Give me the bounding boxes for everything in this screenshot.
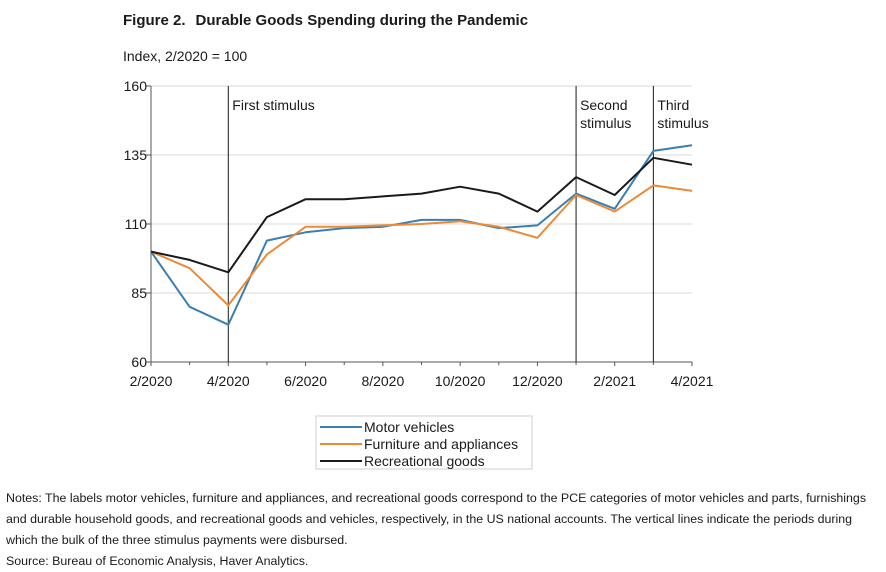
stimulus-label: Third [657,97,689,113]
y-tick-label: 60 [131,354,147,370]
x-tick-label: 2/2021 [593,373,636,389]
stimulus-label: Second [580,97,627,113]
x-tick-label: 4/2020 [207,373,250,389]
series-line [150,184,693,307]
y-tick-label: 160 [124,78,148,94]
notes-text: Notes: The labels motor vehicles, furnit… [6,491,867,547]
stimulus-label: stimulus [580,115,631,131]
x-tick-label: 12/2020 [512,373,563,389]
figure-title: Figure 2. Durable Goods Spending during t… [123,12,528,29]
y-tick-label: 135 [124,147,148,163]
x-tick-label: 8/2020 [361,373,404,389]
line-chart: 60 85 110 135 160 2/2020 4/2020 6/2020 8/2020 10/… [124,78,714,470]
figure-title-text: Durable Goods Spending during the Pandem… [195,12,529,29]
y-axis-label: Index, 2/2020 = 100 [123,48,248,64]
stimulus-label: First stimulus [232,97,314,113]
legend-label: Furniture and appliances [364,436,518,452]
x-tick-label: 6/2020 [284,373,327,389]
stimulus-label: stimulus [657,115,708,131]
y-tick-label: 110 [125,216,148,232]
source-text: Source: Bureau of Economic Analysis, Hav… [6,554,309,568]
figure-notes: Notes: The labels motor vehicles, furnit… [6,488,882,572]
x-tick-label: 2/2020 [130,373,173,389]
series-line [150,156,693,274]
series-line [150,144,693,326]
x-tick-label: 10/2020 [435,373,486,389]
figure-number: Figure 2. [123,12,186,29]
y-tick-label: 85 [131,285,147,301]
legend-label: Recreational goods [364,453,485,469]
x-tick-label: 4/2021 [671,373,714,389]
legend-label: Motor vehicles [364,419,454,435]
